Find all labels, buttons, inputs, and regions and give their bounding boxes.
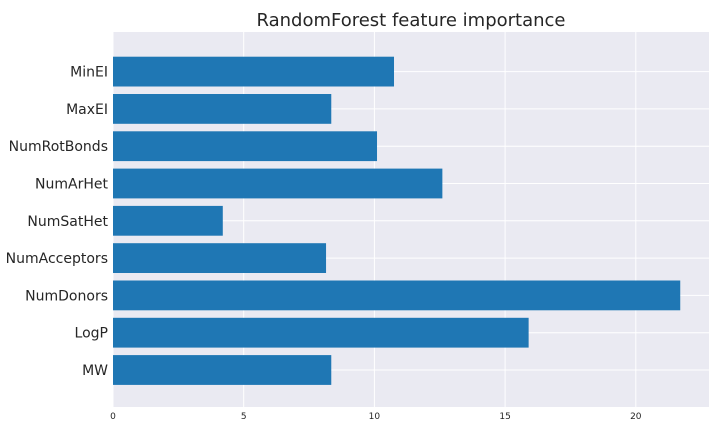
y-tick-label: NumRotBonds [9,139,108,155]
bar-numarhet [113,168,443,199]
y-tick-label: NumAcceptors [6,251,108,267]
bar-logp [113,317,529,348]
y-tick-labels: MW LogP NumDonors NumAcceptors NumSatHet NumA… [6,65,109,379]
y-tick-label: LogP [75,326,108,342]
y-tick-label: NumArHet [35,177,108,193]
bar-minei [113,56,395,87]
chart-title: RandomForest feature importance [256,10,565,31]
bars [113,56,681,385]
y-tick-label: NumSatHet [27,214,108,230]
y-tick-label: NumDonors [25,288,108,304]
y-tick-label: MW [82,363,108,379]
bar-maxei [113,94,332,124]
x-tick-label: 15 [499,412,510,422]
bar-mw [113,355,332,385]
y-tick-label: MaxEI [66,102,108,118]
bar-numacceptors [113,243,327,273]
x-tick-labels: 0 5 10 15 20 [110,412,642,422]
bar-numsathet [113,205,223,236]
y-tick-label: MinEI [70,65,108,81]
bar-numdonors [113,280,681,311]
bar-numrotbonds [113,131,378,162]
x-tick-label: 20 [630,412,642,422]
x-tick-label: 5 [241,412,247,422]
x-tick-label: 10 [369,412,381,422]
x-tick-label: 0 [110,412,116,422]
